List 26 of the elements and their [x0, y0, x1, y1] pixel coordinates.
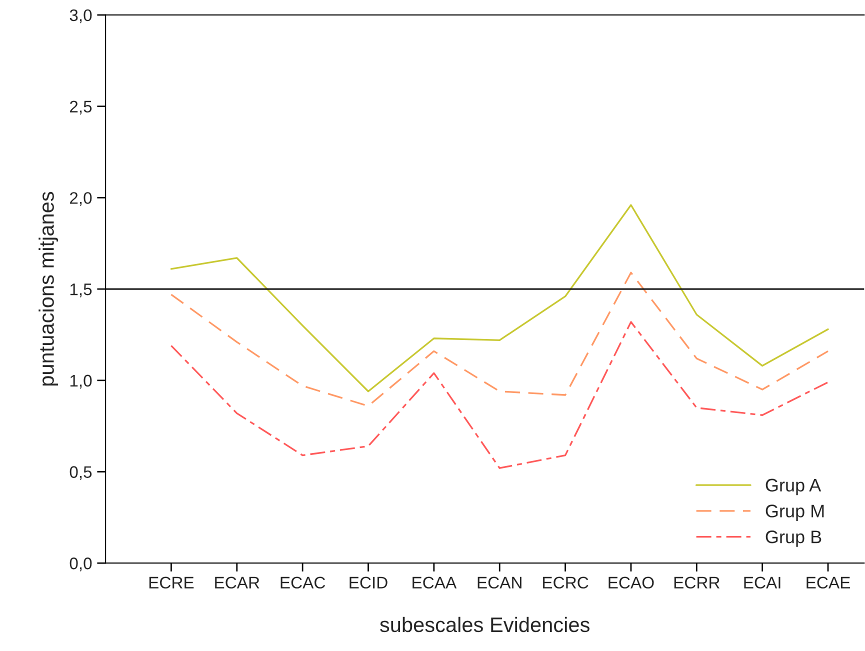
y-tick-label: 2,5 [70, 100, 92, 114]
y-tick-label: 0,5 [70, 466, 92, 480]
x-tick-label: ECRR [674, 576, 720, 589]
x-tick-label: ECRE [149, 576, 194, 589]
x-tick-label: ECAE [806, 576, 850, 589]
x-tick-label: ECAR [215, 576, 260, 589]
y-tick-label: 1,0 [70, 374, 92, 389]
x-tick-label: ECAA [412, 576, 457, 589]
legend-label: Grup A [766, 478, 822, 496]
x-tick-label: ECAN [478, 576, 522, 589]
line-series [170, 272, 829, 407]
y-tick-label: 0,0 [70, 558, 92, 572]
x-axis-title: subescales Evidencies [380, 616, 590, 632]
x-tick-label: ECAC [280, 576, 326, 589]
line-series [170, 321, 829, 469]
x-tick-label: ECID [350, 576, 388, 589]
x-tick-label: ECAO [608, 576, 654, 589]
y-tick-label: 1,5 [70, 284, 92, 298]
line-series [170, 204, 829, 392]
y-tick-label: 3,0 [70, 9, 92, 24]
y-axis-title: puntuacions mitjanes [38, 192, 58, 386]
legend-label: Grup M [766, 504, 824, 522]
legend-label: Grup B [766, 530, 822, 547]
x-tick-label: ECRC [543, 576, 588, 589]
x-tick-label: ECAI [744, 576, 780, 589]
y-tick-label: 2,0 [70, 192, 92, 206]
